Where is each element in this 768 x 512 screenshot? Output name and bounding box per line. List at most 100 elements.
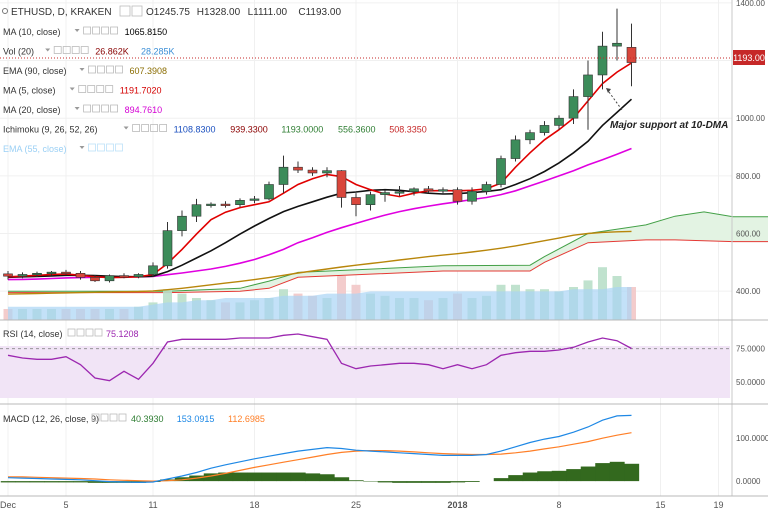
eye-icon[interactable]	[119, 5, 131, 17]
legend-control-icon[interactable]	[101, 104, 109, 113]
chevron-down-icon[interactable]	[45, 48, 51, 52]
legend-control-icon[interactable]	[96, 85, 105, 93]
collapse-icon[interactable]	[2, 8, 8, 14]
legend-control-icon[interactable]	[53, 46, 62, 54]
candle-body[interactable]	[583, 74, 593, 97]
legend-control-icon[interactable]	[88, 143, 96, 152]
legend-control-icon[interactable]	[71, 46, 80, 54]
legend-label[interactable]: MA (20, close)	[3, 105, 61, 115]
legend-label[interactable]: EMA (55, close)	[3, 144, 67, 154]
legend-control-icon[interactable]	[91, 413, 100, 422]
legend-control-icon[interactable]	[97, 65, 105, 74]
candle-body[interactable]	[133, 274, 144, 278]
legend-label[interactable]: EMA (90, close)	[3, 66, 67, 76]
legend-control-icon[interactable]	[110, 104, 118, 113]
legend-control-icon[interactable]	[132, 124, 141, 132]
chevron-down-icon[interactable]	[123, 126, 129, 130]
legend-label[interactable]: MA (10, close)	[3, 27, 61, 37]
legend-control-icon[interactable]	[106, 143, 114, 152]
candle-body[interactable]	[177, 215, 187, 231]
legend-control-icon[interactable]	[92, 104, 100, 113]
legend-control-icon[interactable]	[159, 124, 168, 132]
candle-body[interactable]	[467, 191, 477, 202]
candle-body[interactable]	[17, 274, 28, 277]
legend-control-icon[interactable]	[101, 26, 109, 35]
legend-control-icon[interactable]	[115, 143, 123, 152]
legend-control-icon[interactable]	[88, 65, 96, 74]
legend-control-icon[interactable]	[94, 328, 103, 337]
candle-body[interactable]	[554, 117, 564, 126]
legend-control-icon[interactable]	[85, 328, 94, 337]
candle-body[interactable]	[90, 277, 100, 282]
legend-control-icon[interactable]	[92, 26, 100, 35]
chevron-down-icon[interactable]	[74, 29, 80, 32]
candle-body[interactable]	[409, 188, 419, 193]
candle-body[interactable]	[394, 191, 405, 194]
time-axis[interactable]: Dec 5 11 18 25 2018 8 15 19	[0, 500, 724, 510]
candle-body[interactable]	[46, 271, 57, 274]
candle-body[interactable]	[568, 96, 579, 119]
chevron-down-icon[interactable]	[79, 68, 85, 71]
legend-control-icon[interactable]	[78, 85, 87, 93]
candle-body[interactable]	[597, 45, 608, 76]
candle-body[interactable]	[539, 125, 550, 133]
candle-body[interactable]	[191, 204, 202, 217]
legend-control-icon[interactable]	[97, 143, 105, 152]
legend-control-icon[interactable]	[76, 328, 85, 337]
legend-control-icon[interactable]	[150, 124, 159, 132]
candle-body[interactable]	[206, 203, 216, 206]
candle-body[interactable]	[423, 188, 434, 192]
rsi-axis[interactable]: 75.0000 50.0000	[736, 345, 765, 387]
legend-control-icon[interactable]	[80, 46, 89, 54]
candle-body[interactable]	[365, 194, 376, 205]
legend-control-icon[interactable]	[62, 46, 71, 54]
candle-body[interactable]	[336, 170, 347, 198]
legend-control-icon[interactable]	[110, 26, 118, 35]
legend-control-icon[interactable]	[105, 85, 114, 93]
candle-body[interactable]	[119, 275, 129, 278]
legend-control-icon[interactable]	[83, 104, 91, 113]
candle-body[interactable]	[496, 158, 506, 185]
candle-body[interactable]	[307, 169, 318, 174]
candle-body[interactable]	[3, 273, 13, 277]
candle-body[interactable]	[278, 166, 289, 185]
candle-body[interactable]	[249, 198, 260, 201]
candle-body[interactable]	[148, 265, 158, 275]
legend-control-icon[interactable]	[106, 65, 114, 74]
candle-body[interactable]	[264, 184, 274, 200]
legend-control-icon[interactable]	[87, 85, 96, 93]
legend-control-icon[interactable]	[115, 65, 123, 74]
legend-control-icon[interactable]	[141, 124, 150, 132]
candle-body[interactable]	[380, 192, 390, 195]
candle-body[interactable]	[525, 132, 535, 141]
legend-control-icon[interactable]	[109, 413, 118, 422]
candle-body[interactable]	[61, 271, 71, 274]
legend-label[interactable]: Vol (20)	[3, 47, 34, 57]
candle-body[interactable]	[438, 189, 448, 192]
candle-body[interactable]	[32, 272, 42, 276]
legend-control-icon[interactable]	[118, 413, 127, 422]
macd-axis[interactable]: 100.0000 0.0000	[736, 434, 768, 486]
candle-body[interactable]	[235, 200, 245, 205]
chevron-down-icon[interactable]	[69, 87, 75, 91]
candle-body[interactable]	[626, 47, 637, 63]
candle-body[interactable]	[452, 189, 463, 202]
legend-control-icon[interactable]	[67, 328, 76, 337]
legend-label[interactable]: MA (5, close)	[3, 86, 56, 96]
candle-body[interactable]	[104, 275, 115, 282]
candle-body[interactable]	[162, 230, 173, 267]
candle-body[interactable]	[612, 42, 622, 47]
legend-control-icon[interactable]	[100, 413, 109, 422]
legend-label[interactable]: Ichimoku (9, 26, 52, 26)	[3, 125, 98, 135]
candle-body[interactable]	[481, 184, 492, 192]
candle-body[interactable]	[322, 170, 332, 174]
chevron-down-icon[interactable]	[79, 146, 85, 149]
candle-body[interactable]	[75, 272, 86, 278]
close-icon[interactable]	[131, 5, 143, 17]
chevron-down-icon[interactable]	[74, 107, 80, 110]
legend-control-icon[interactable]	[83, 26, 91, 35]
candle-body[interactable]	[220, 203, 231, 206]
candle-body[interactable]	[293, 166, 303, 171]
candle-body[interactable]	[510, 139, 521, 159]
